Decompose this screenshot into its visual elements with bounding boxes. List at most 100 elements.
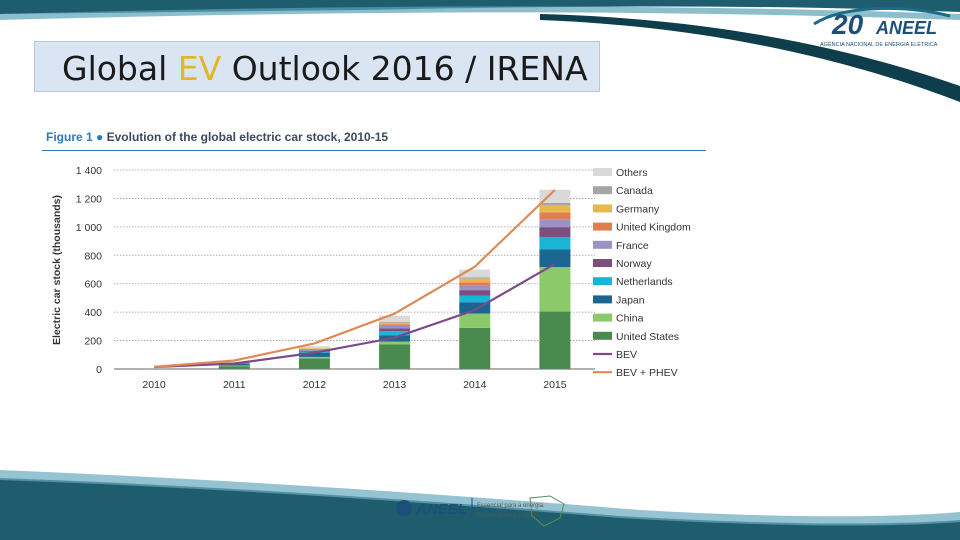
trend-line [154, 262, 556, 369]
x-tick-label: 2012 [303, 379, 327, 391]
bar-segment [379, 328, 411, 332]
x-tick-label: 2011 [223, 379, 246, 391]
trend-lines [154, 189, 556, 369]
y-tick-label: 200 [84, 336, 102, 348]
legend-swatch [593, 331, 612, 340]
bar-segment [459, 285, 491, 291]
brazil-map-icon [529, 495, 565, 527]
legend-swatch [593, 168, 612, 176]
x-tick-label: 2014 [463, 379, 487, 391]
bar-segment [459, 313, 491, 328]
bar-segment [459, 278, 491, 283]
y-tick-label: 400 [84, 307, 102, 319]
bar-segment [459, 290, 491, 296]
svg-text:Essencial para a energia.: Essencial para a energia. [477, 503, 545, 509]
legend-swatch [593, 295, 612, 304]
y-tick-label: 1 000 [76, 222, 102, 234]
bar-segment [379, 324, 411, 326]
grid [114, 169, 595, 370]
bar-segment [379, 315, 411, 322]
legend-label: Japan [616, 294, 645, 306]
bar-segment [539, 267, 571, 312]
x-tick-label: 2015 [543, 379, 567, 391]
y-tick-label: 0 [96, 364, 102, 376]
bar-segment [539, 219, 571, 228]
bar-segment [539, 249, 571, 268]
bar-segment [218, 365, 250, 367]
legend-swatch [593, 259, 612, 267]
figure-caption: Figure 1 ● Evolution of the global elect… [46, 130, 388, 144]
bar-segment [298, 356, 330, 359]
bar-segment [539, 189, 571, 203]
legend-label: Norway [616, 258, 652, 270]
figure-caption-text: Evolution of the global electric car sto… [106, 130, 389, 144]
svg-text:20: 20 [831, 9, 864, 40]
legend-label: BEV [616, 349, 637, 361]
bar-segment [298, 348, 330, 349]
trend-line [154, 189, 556, 368]
y-tick-labels: 0 200 400 600 800 1 000 1 200 1 400 [76, 165, 102, 376]
legend-label: BEV + PHEV [616, 367, 678, 379]
legend-label: China [616, 313, 644, 325]
legend-swatch [593, 186, 612, 195]
footer-mark-icon [396, 500, 412, 516]
bar-segment [539, 202, 571, 206]
y-tick-label: 1 400 [76, 165, 102, 177]
legend-swatch [593, 222, 612, 231]
bar-segment [539, 311, 571, 369]
legend-swatch [593, 277, 612, 286]
x-tick-labels: 2010 2011 2012 2013 2014 2015 [142, 379, 566, 391]
bar-segment [379, 321, 411, 323]
bar-segment [539, 227, 571, 238]
title-box [34, 41, 600, 92]
legend-label: Netherlands [616, 276, 673, 288]
bar-segment [379, 325, 411, 329]
y-tick-label: 1 200 [76, 193, 102, 205]
bar-segment [459, 295, 491, 303]
bar-segment [459, 269, 491, 278]
svg-text:ANEEL: ANEEL [875, 18, 937, 38]
bar-segment [459, 327, 491, 369]
legend-label: France [616, 240, 649, 252]
legend-swatch [593, 240, 612, 249]
legend-label: United States [616, 331, 679, 343]
bar-segment [539, 205, 571, 213]
y-axis-label: Electric car stock (thousands) [51, 195, 63, 345]
bar-segment [379, 341, 411, 345]
bar-segment [459, 277, 491, 279]
legend: Others Canada Germany United Kingdom France N… [593, 167, 691, 379]
aneel-20-logo: 20 ANEEL AGÊNCIA NACIONAL DE ENERGIA ELÉ… [813, 6, 951, 48]
bar-segment [298, 346, 330, 349]
legend-label: Others [616, 167, 648, 179]
bar-segment [459, 282, 491, 286]
legend-label: Germany [616, 203, 660, 215]
legend-swatch [593, 204, 612, 213]
svg-text:AGÊNCIA NACIONAL DE ENERGIA EL: AGÊNCIA NACIONAL DE ENERGIA ELÉTRICA [820, 40, 938, 48]
bar-segment [379, 344, 411, 369]
y-tick-label: 800 [84, 250, 102, 262]
bar-segment [379, 331, 411, 336]
legend-label: United Kingdom [616, 222, 691, 234]
bar-segment [218, 366, 250, 369]
figure-bullet: ● [96, 130, 104, 144]
bar-segment [298, 358, 330, 369]
figure-label: Figure 1 [46, 130, 93, 144]
y-tick-label: 600 [84, 279, 102, 291]
x-tick-label: 2013 [383, 379, 407, 391]
slide-title: Global EV Outlook 2016 / IRENA [62, 49, 588, 88]
legend-swatch [593, 313, 612, 322]
bar-segment [298, 350, 330, 352]
bar-segment [298, 349, 330, 351]
svg-text:ANEEL: ANEEL [415, 501, 467, 518]
x-tick-label: 2010 [142, 379, 166, 391]
legend-label: Canada [616, 185, 653, 197]
svg-text:Essencial para o Brasil.: Essencial para o Brasil. [477, 513, 540, 519]
bar-segment [539, 237, 571, 250]
bar-segment [298, 352, 330, 357]
bars [138, 189, 571, 369]
bar-segment [539, 212, 571, 220]
bar-segment [379, 322, 411, 325]
aneel-footer-logo: ANEEL Essencial para a energia. Essencia… [396, 495, 565, 527]
